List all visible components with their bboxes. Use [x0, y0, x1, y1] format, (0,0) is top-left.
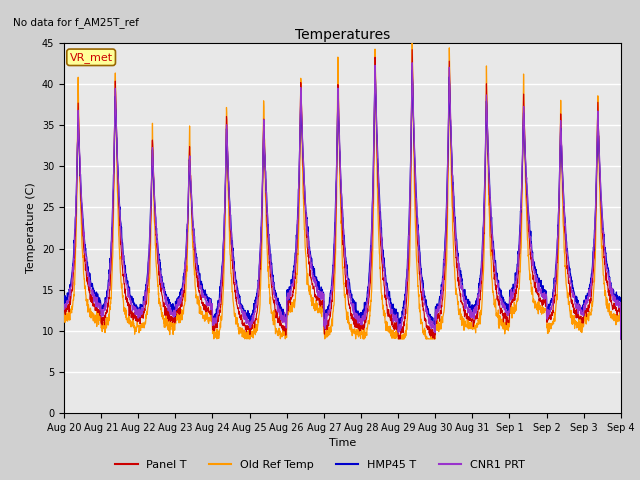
HMP45 T: [371, 65, 379, 71]
CNR1 PRT: [617, 336, 625, 342]
Old Ref Temp: [408, 40, 416, 46]
Old Ref Temp: [371, 84, 379, 89]
HMP45 T: [60, 298, 68, 304]
CNR1 PRT: [358, 313, 366, 319]
Old Ref Temp: [584, 315, 591, 321]
Text: No data for f_AM25T_ref: No data for f_AM25T_ref: [13, 17, 139, 28]
Title: Temperatures: Temperatures: [295, 28, 390, 42]
Old Ref Temp: [60, 308, 68, 313]
Panel T: [395, 336, 403, 342]
Panel T: [358, 324, 366, 330]
HMP45 T: [216, 299, 223, 305]
Panel T: [60, 306, 68, 312]
Line: HMP45 T: HMP45 T: [64, 68, 621, 339]
Line: Panel T: Panel T: [64, 49, 621, 339]
CNR1 PRT: [408, 60, 416, 66]
HMP45 T: [504, 305, 512, 311]
CNR1 PRT: [584, 297, 591, 302]
Y-axis label: Temperature (C): Temperature (C): [26, 182, 36, 274]
X-axis label: Time: Time: [329, 438, 356, 448]
Panel T: [584, 309, 591, 314]
Panel T: [216, 313, 223, 319]
CNR1 PRT: [568, 289, 575, 295]
Panel T: [617, 336, 625, 342]
Line: CNR1 PRT: CNR1 PRT: [64, 63, 621, 339]
HMP45 T: [584, 291, 591, 297]
Old Ref Temp: [505, 324, 513, 329]
Panel T: [568, 297, 576, 303]
Line: Old Ref Temp: Old Ref Temp: [64, 43, 621, 339]
Text: VR_met: VR_met: [70, 52, 113, 63]
Old Ref Temp: [359, 332, 367, 338]
Old Ref Temp: [210, 336, 218, 342]
Panel T: [408, 47, 416, 52]
HMP45 T: [617, 336, 625, 342]
Old Ref Temp: [216, 327, 223, 333]
Panel T: [505, 319, 513, 324]
CNR1 PRT: [371, 97, 378, 103]
Old Ref Temp: [568, 321, 576, 327]
HMP45 T: [568, 277, 575, 283]
CNR1 PRT: [216, 302, 223, 308]
HMP45 T: [358, 311, 366, 317]
CNR1 PRT: [60, 302, 68, 308]
Legend: Panel T, Old Ref Temp, HMP45 T, CNR1 PRT: Panel T, Old Ref Temp, HMP45 T, CNR1 PRT: [111, 456, 529, 474]
Old Ref Temp: [617, 336, 625, 342]
HMP45 T: [371, 98, 378, 104]
Panel T: [371, 101, 378, 107]
CNR1 PRT: [504, 312, 512, 318]
